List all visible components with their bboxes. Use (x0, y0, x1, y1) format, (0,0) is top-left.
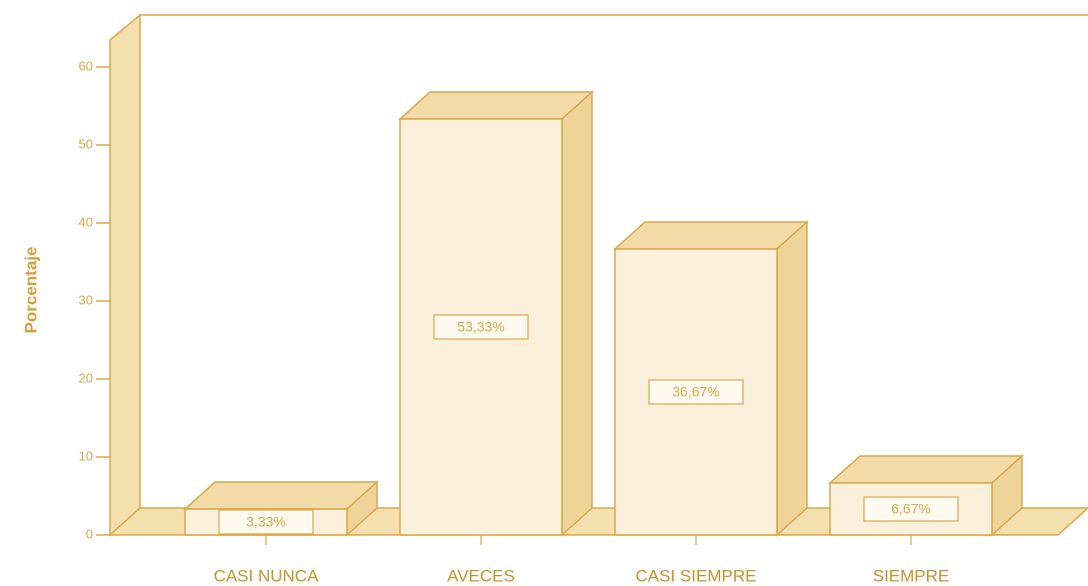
value-label-box (863, 496, 959, 522)
y-tick-label: 50 (79, 136, 93, 151)
y-axis-label: Porcentaje (21, 247, 40, 334)
x-tick-label: SIEMPRE (873, 566, 950, 585)
bar-side (561, 90, 593, 537)
bar-top (398, 91, 594, 120)
y-tick-label: 60 (79, 58, 93, 73)
y-tick-label: 20 (79, 370, 93, 385)
value-label-box (433, 314, 529, 340)
bar-side (776, 220, 808, 537)
value-label-box (648, 379, 744, 405)
bar-top (613, 221, 809, 250)
value-label: 6,67% (891, 501, 931, 517)
x-tick-label: CASI SIEMPRE (636, 566, 757, 585)
value-label: 3,33% (246, 514, 286, 530)
y-tick-label: 0 (86, 526, 93, 541)
bar-top (183, 481, 379, 510)
x-tick-label: AVECES (447, 566, 515, 585)
x-tick-label: CASI NUNCA (214, 566, 320, 585)
y-tick-label: 10 (79, 448, 93, 463)
left-wall (109, 13, 141, 537)
y-tick-label: 40 (79, 214, 93, 229)
value-label: 53,33% (457, 319, 504, 335)
bar-top (828, 455, 1024, 484)
value-label-box (218, 509, 314, 535)
value-label: 36,67% (672, 384, 719, 400)
y-tick-label: 30 (79, 292, 93, 307)
